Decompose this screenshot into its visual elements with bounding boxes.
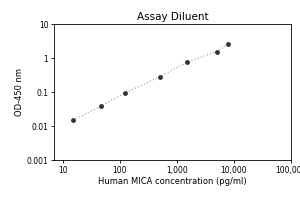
Point <box>123 91 128 94</box>
Point <box>70 118 75 122</box>
Point <box>184 61 189 64</box>
Point <box>226 43 231 46</box>
X-axis label: Human MICA concentration (pg/ml): Human MICA concentration (pg/ml) <box>98 177 247 186</box>
Point <box>214 50 219 53</box>
Point <box>98 105 103 108</box>
Point <box>157 75 162 78</box>
Y-axis label: OD-450 nm: OD-450 nm <box>15 68 24 116</box>
Title: Assay Diluent: Assay Diluent <box>137 12 208 22</box>
